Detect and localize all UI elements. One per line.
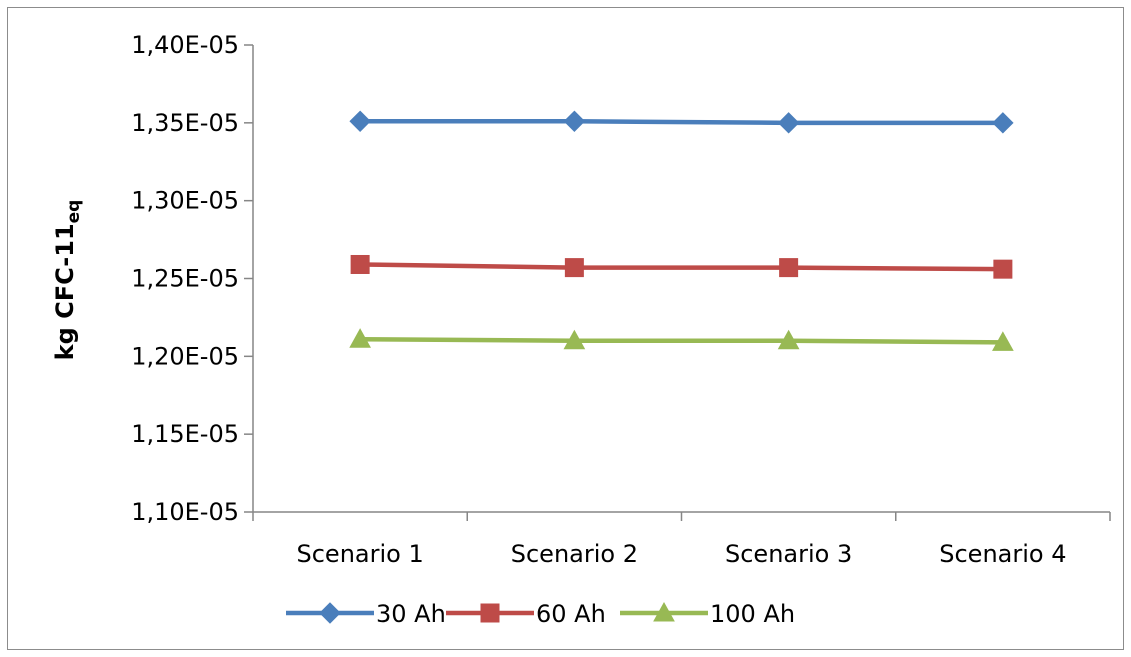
data-point bbox=[779, 258, 799, 278]
series-100-ah bbox=[349, 328, 1014, 351]
legend-marker bbox=[653, 601, 675, 622]
data-point bbox=[777, 112, 800, 134]
axes: 1,10E-05 1,15E-05 1,20E-05 1,25E-05 1,30E-05… bbox=[131, 31, 1111, 568]
chart-frame bbox=[7, 7, 1124, 650]
data-point bbox=[564, 258, 584, 278]
legend-item: 30 Ah bbox=[286, 600, 446, 628]
y-tick-label: 1,40E-05 bbox=[131, 31, 239, 59]
x-tick-label: Scenario 2 bbox=[511, 540, 638, 568]
series-30-ah bbox=[349, 110, 1014, 134]
legend-label: 60 Ah bbox=[536, 600, 606, 628]
y-tick-label: 1,20E-05 bbox=[131, 342, 239, 370]
x-tick-label: Scenario 4 bbox=[939, 540, 1066, 568]
data-point bbox=[563, 329, 586, 350]
data-point bbox=[777, 329, 800, 350]
y-tick-label: 1,30E-05 bbox=[131, 187, 239, 215]
y-axis-label-main: kg CFC-11 bbox=[51, 223, 79, 360]
legend: 30 Ah 60 Ah 100 Ah bbox=[286, 600, 795, 628]
data-point bbox=[563, 110, 586, 132]
data-point bbox=[992, 112, 1014, 134]
y-tick-label: 1,35E-05 bbox=[131, 109, 239, 137]
data-point bbox=[992, 331, 1014, 351]
x-tick-label: Scenario 3 bbox=[725, 540, 852, 568]
data-point bbox=[349, 110, 371, 132]
legend-item: 100 Ah bbox=[620, 600, 795, 628]
legend-label: 100 Ah bbox=[710, 600, 795, 628]
series-line bbox=[360, 119, 1003, 126]
y-tick-label: 1,25E-05 bbox=[131, 265, 239, 293]
series-60-ah bbox=[350, 254, 1013, 279]
data-point bbox=[993, 259, 1013, 279]
y-tick-label: 1,15E-05 bbox=[131, 420, 239, 448]
y-axis-label: kg CFC-11eq bbox=[51, 200, 84, 361]
legend-item: 60 Ah bbox=[446, 600, 606, 628]
series-line bbox=[360, 336, 1003, 345]
y-axis-label-subscript: eq bbox=[64, 200, 84, 224]
series-layer bbox=[349, 110, 1014, 351]
legend-marker bbox=[480, 603, 500, 623]
data-point bbox=[349, 328, 371, 348]
series-line bbox=[360, 262, 1003, 272]
x-tick-label: Scenario 1 bbox=[297, 540, 424, 568]
data-point bbox=[350, 254, 370, 274]
legend-label: 30 Ah bbox=[376, 600, 446, 628]
y-tick-label: 1,10E-05 bbox=[131, 498, 239, 526]
legend-marker bbox=[319, 602, 341, 624]
